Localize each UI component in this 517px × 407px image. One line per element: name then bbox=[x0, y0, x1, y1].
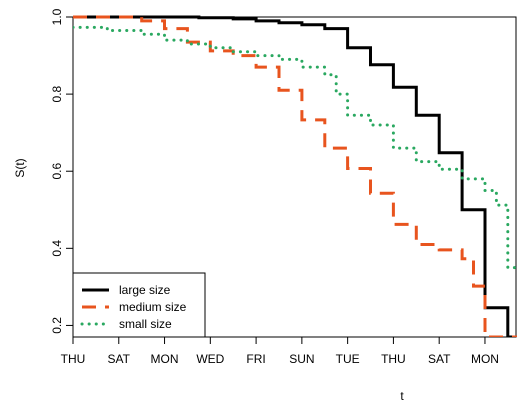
y-tick-label: 1.0 bbox=[50, 8, 64, 25]
x-axis: THU SAT MON WED FRI SUN TUE THU SAT MON bbox=[61, 337, 499, 366]
x-tick-label: SUN bbox=[289, 352, 314, 366]
legend-label: small size bbox=[119, 317, 172, 331]
x-tick-label: WED bbox=[196, 352, 224, 366]
x-tick-label: THU bbox=[61, 352, 86, 366]
legend-label: large size bbox=[119, 283, 171, 297]
series-layer bbox=[73, 15, 517, 337]
legend-box bbox=[72, 272, 206, 338]
x-tick-label: MON bbox=[471, 352, 499, 366]
x-tick-label: TUE bbox=[336, 352, 360, 366]
x-tick-label: MON bbox=[151, 352, 179, 366]
y-tick-label: 0.2 bbox=[50, 317, 64, 334]
legend: large size medium size small size bbox=[72, 272, 206, 338]
x-tick-label: FRI bbox=[246, 352, 265, 366]
series-line-medium-size bbox=[73, 15, 517, 337]
x-tick-label: THU bbox=[381, 352, 406, 366]
plot-frame bbox=[72, 16, 517, 338]
y-tick-label: 0.6 bbox=[50, 163, 64, 180]
x-axis-title: t bbox=[400, 389, 404, 403]
y-axis: 0.2 0.4 0.6 0.8 1.0 bbox=[50, 8, 73, 334]
series-line-large-size bbox=[73, 15, 517, 337]
x-tick-label: SAT bbox=[108, 352, 131, 366]
y-axis-title: S(t) bbox=[13, 158, 27, 177]
legend-label: medium size bbox=[119, 300, 187, 314]
y-tick-label: 0.4 bbox=[50, 240, 64, 257]
series-line-small-size bbox=[73, 25, 517, 271]
x-tick-label: SAT bbox=[428, 352, 451, 366]
y-tick-label: 0.8 bbox=[50, 85, 64, 102]
